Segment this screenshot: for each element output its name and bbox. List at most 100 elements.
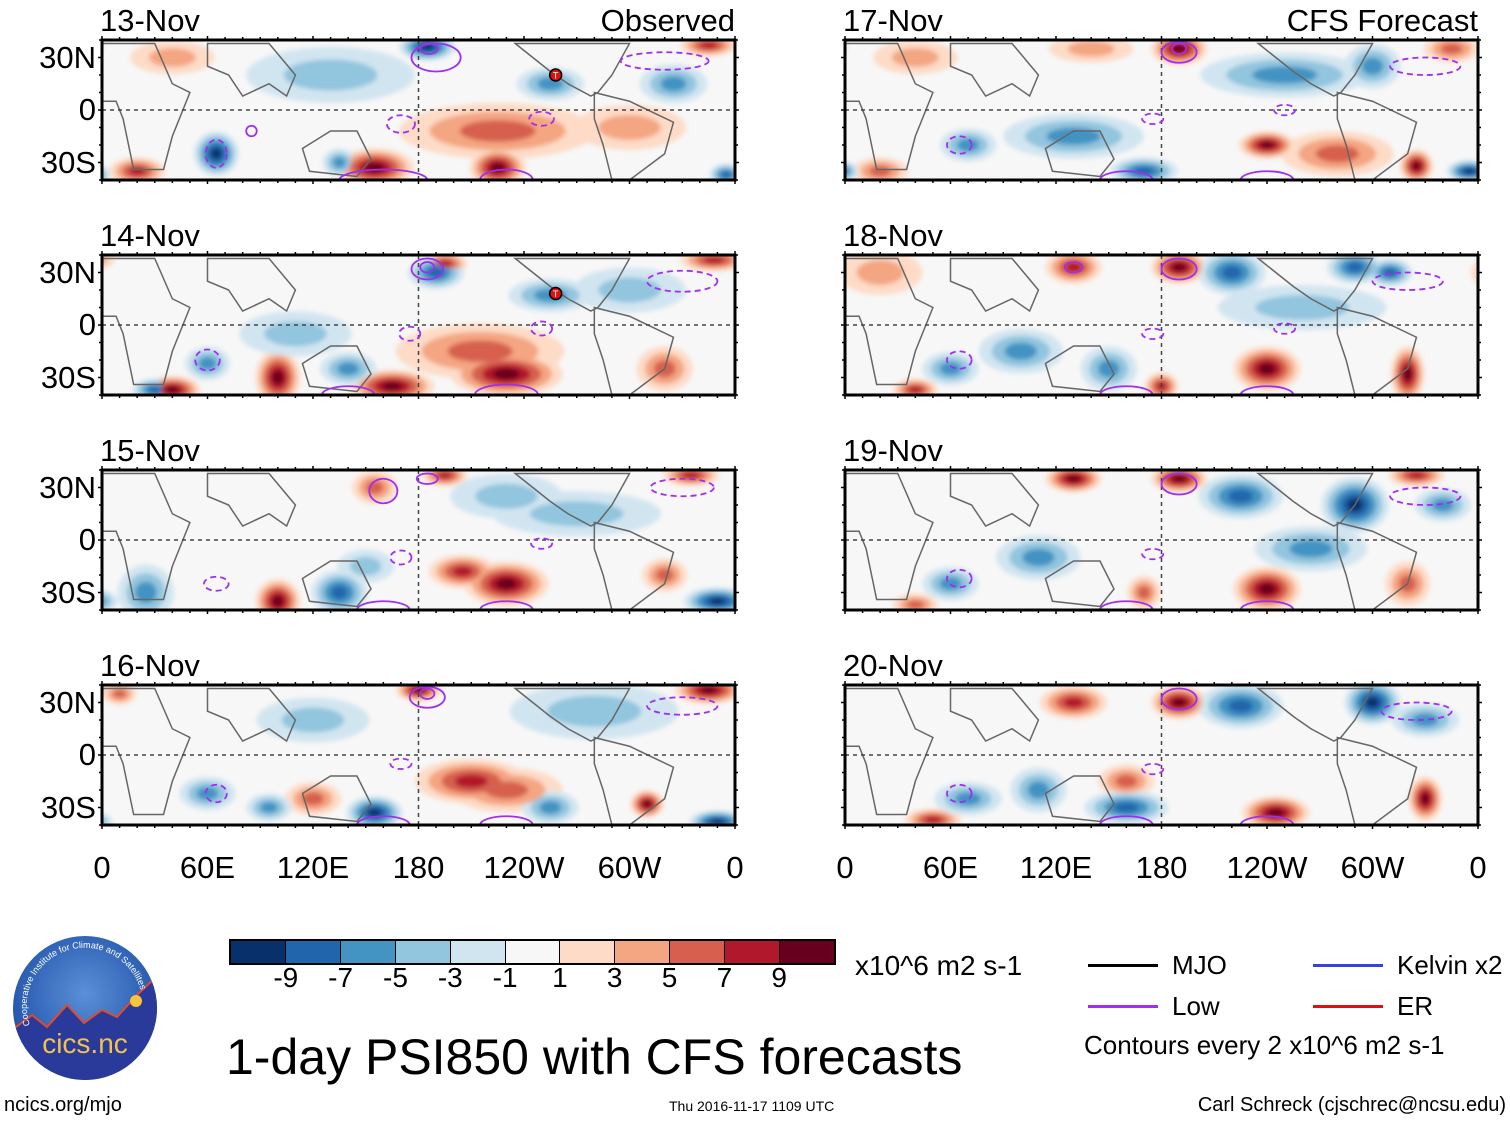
legend-line-swatch [1313, 1005, 1383, 1008]
anomaly-contour-fill [891, 48, 939, 67]
colorbar-swatch [505, 941, 561, 963]
legend-label: Kelvin x2 [1397, 950, 1503, 980]
lat-label: 0 [78, 92, 96, 127]
coastline [949, 687, 1040, 743]
coastline [102, 42, 191, 171]
anomaly-contour-fill [1346, 262, 1364, 273]
colorbar-tick-label: -1 [492, 962, 518, 993]
low-contour-positive [1171, 42, 1188, 55]
svg-text:T: T [553, 289, 559, 299]
coastline [206, 257, 297, 313]
anomaly-contour-fill [1365, 697, 1380, 708]
anomaly-contour-fill [272, 595, 284, 607]
low-contour-positive [419, 42, 439, 55]
lon-label: 120W [483, 850, 565, 885]
coastline [102, 687, 191, 816]
low-contour-negative [1141, 112, 1165, 125]
low-contour-positive [356, 600, 411, 610]
anomaly-contour-fill [1063, 697, 1084, 708]
low-contour-positive [1099, 815, 1154, 825]
anomaly-contour-fill [452, 566, 473, 577]
lat-label: 30S [40, 574, 96, 610]
cics-logo: cics.nc Cooperative Institute for Climat… [12, 935, 158, 1081]
tropical-storm-icon: T [548, 286, 563, 301]
lon-label: 0 [93, 850, 111, 885]
anomaly-contour-fill [598, 277, 661, 303]
colorbar-swatch [670, 941, 726, 963]
low-contour-positive [415, 472, 439, 485]
anomaly-contour-fill [281, 707, 345, 733]
low-contour-positive [410, 257, 445, 281]
low-contour-negative [1141, 327, 1165, 340]
anomaly-contour-fill [682, 471, 700, 479]
low-contour-negative [530, 320, 554, 337]
anomaly-contour-fill [1065, 262, 1082, 273]
coastline [206, 472, 297, 528]
anomaly-contour-fill [1172, 263, 1186, 272]
anomaly-contour-fill [908, 386, 922, 394]
coastline [949, 472, 1040, 528]
low-contour-negative [1371, 271, 1444, 291]
low-contour-positive [479, 815, 534, 825]
low-contour-positive [479, 168, 534, 180]
coastline [1336, 306, 1418, 395]
anomaly-contour-fill [957, 138, 979, 152]
lon-label: 120E [1019, 850, 1093, 885]
anomaly-contour-fill [302, 792, 324, 806]
colorbar-tick-label: 3 [606, 962, 623, 993]
footer-author: Carl Schreck (cjschrec@ncsu.edu) [1197, 1094, 1506, 1116]
panel-date: 15-Nov [100, 433, 200, 468]
anomaly-contour-fill [939, 362, 962, 376]
colorbar-tick-label: 9 [771, 962, 787, 993]
panel-source-label: CFS Forecast [1286, 3, 1478, 38]
low-contour-positive [338, 168, 429, 180]
coastline [1044, 130, 1115, 178]
low-contour-positive [1160, 472, 1198, 496]
lat-label: 0 [78, 307, 96, 342]
anomaly-contour-fill [660, 76, 687, 92]
colorbar-swatch [725, 941, 781, 963]
coastline [845, 472, 934, 601]
colorbar [229, 939, 836, 965]
low-contour-positive [419, 261, 436, 274]
coastline [1336, 736, 1418, 825]
anomaly-contour-fill [337, 362, 359, 376]
low-contour-positive [1239, 170, 1295, 180]
low-contour-negative [530, 537, 554, 550]
anomaly-contour-fill [1115, 774, 1138, 788]
anomaly-contour-fill [484, 781, 529, 799]
panel-date: 14-Nov [100, 218, 200, 253]
footer-url[interactable]: ncics.org/mjo [4, 1094, 122, 1116]
map-panel: T [98, 251, 739, 399]
colorbar-swatch [340, 941, 396, 963]
colorbar-units: x10^6 m2 s-1 [855, 950, 1023, 981]
map-panel: T [98, 36, 739, 184]
low-contour-positive [1239, 815, 1295, 825]
lon-label: 180 [392, 850, 445, 885]
coastline [1336, 91, 1418, 180]
lat-label: 30N [39, 469, 96, 505]
anomaly-contour-fill [350, 556, 382, 576]
panel-date: 17-Nov [843, 3, 943, 38]
low-contour-negative [946, 350, 973, 370]
anomaly-contour-fill [196, 787, 219, 800]
low-contour-positive [1239, 385, 1295, 395]
lon-label: 120W [1226, 850, 1308, 885]
anomaly-contour-fill [1252, 66, 1318, 84]
anomaly-contour-fill [447, 340, 513, 363]
anomaly-contour-fill [547, 695, 642, 727]
anomaly-contour-fill [148, 386, 162, 394]
anomaly-contour-fill [210, 148, 222, 160]
colorbar-swatch [450, 941, 506, 963]
anomaly-contour-fill [1258, 583, 1276, 595]
anomaly-contour-fill [1260, 141, 1274, 149]
lon-label: 0 [1469, 850, 1487, 885]
anomaly-contour-fill [454, 774, 488, 788]
anomaly-contour-fill [493, 368, 520, 380]
anomaly-contour-fill [1172, 44, 1186, 53]
map-panel [98, 681, 739, 829]
low-contour-positive [408, 685, 446, 709]
anomaly-contour-fill [841, 169, 842, 174]
anomaly-contour-fill [955, 792, 982, 806]
anomaly-contour-fill [1432, 498, 1454, 512]
